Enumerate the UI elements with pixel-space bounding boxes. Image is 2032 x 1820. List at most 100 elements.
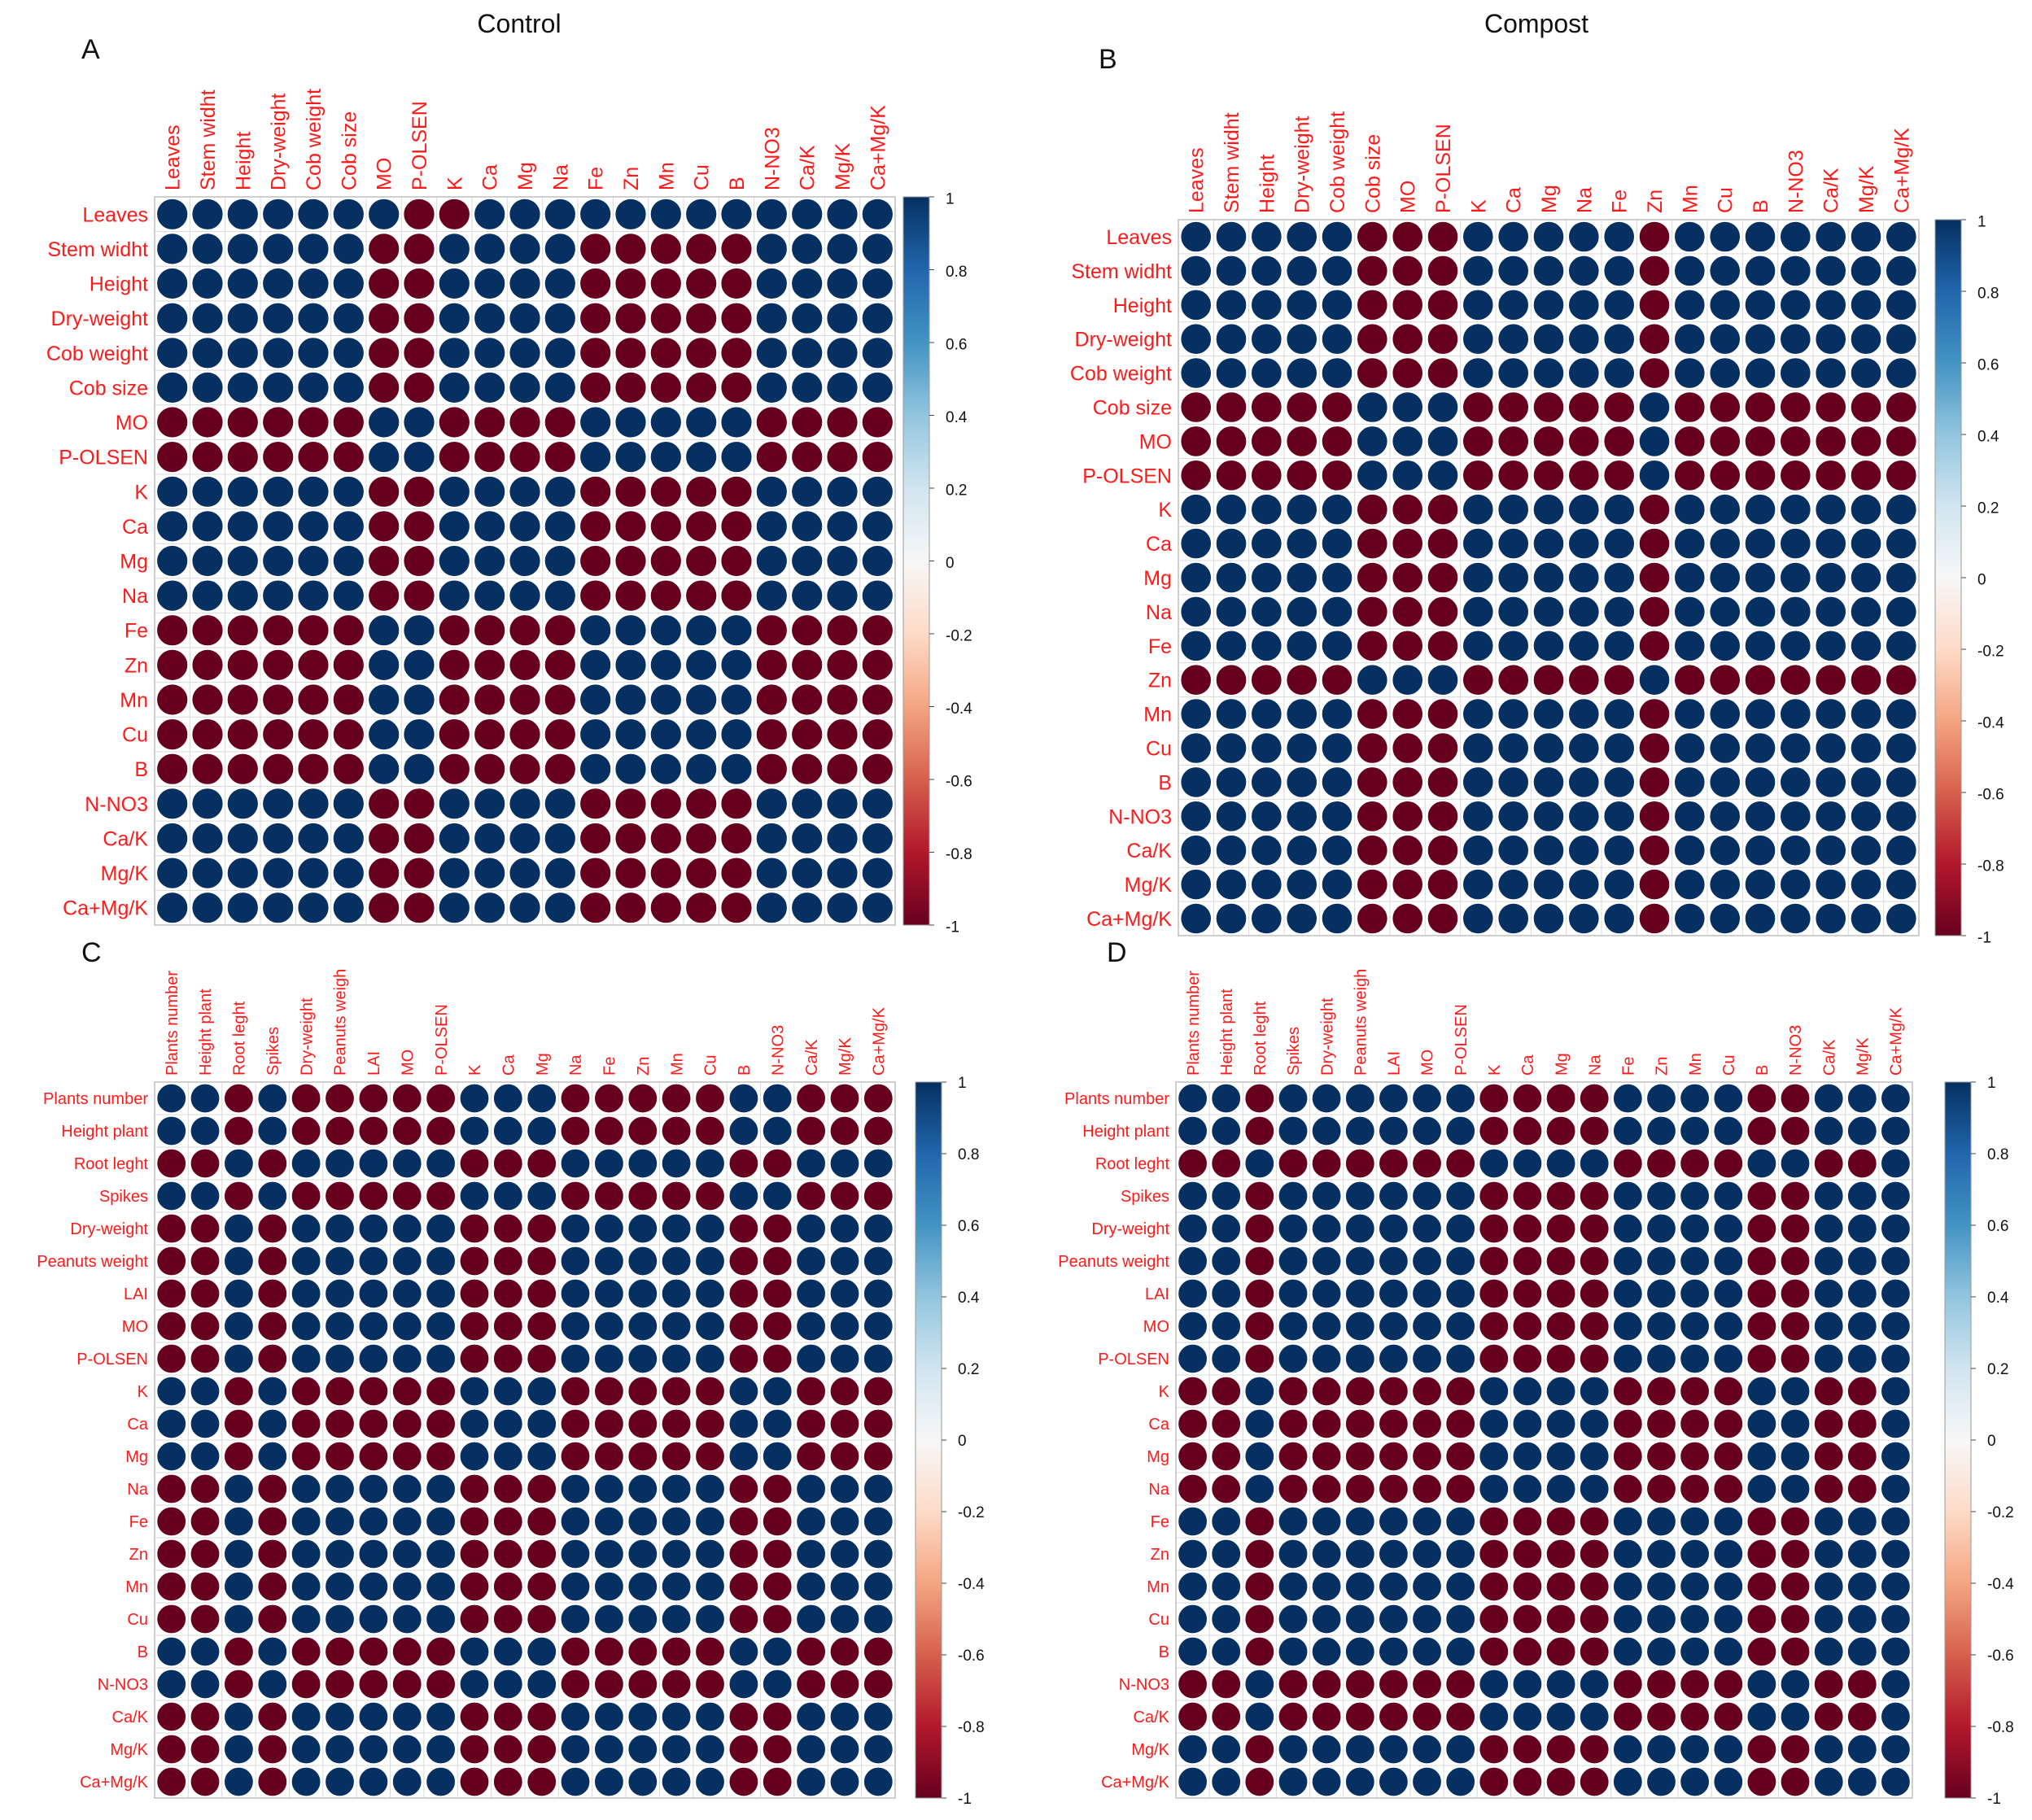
corr-cell-b-13-17	[1779, 664, 1811, 696]
corr-cell-d-21-2	[1244, 1766, 1275, 1797]
corr-cell-b-8-12	[1603, 493, 1636, 526]
corr-cell-a-10-17	[755, 544, 789, 578]
corr-cell-a-16-8	[438, 753, 471, 786]
corr-cell-c-8-21	[863, 1343, 894, 1374]
corr-cell-d-18-9	[1479, 1669, 1510, 1700]
corr-cell-b-17-12	[1603, 800, 1636, 832]
corr-cell-b-1-12	[1603, 255, 1636, 287]
corr-cell-b-7-16	[1744, 459, 1776, 491]
corr-cell-c-3-5	[324, 1181, 356, 1211]
corr-cell-c-9-5	[324, 1376, 356, 1407]
corr-cell-c-6-12	[560, 1278, 591, 1309]
corr-cell-d-1-12	[1579, 1115, 1610, 1146]
corr-cell-b-11-15	[1709, 596, 1741, 628]
corr-cell-b-4-17	[1779, 357, 1811, 390]
corr-cell-b-6-12	[1603, 425, 1636, 457]
corr-cell-c-6-0	[156, 1278, 187, 1309]
corr-cell-b-4-19	[1850, 357, 1882, 390]
corr-cell-a-19-3	[261, 857, 295, 889]
corr-cell-b-7-15	[1709, 459, 1741, 491]
corr-cell-c-8-1	[190, 1343, 221, 1374]
corr-cell-c-13-17	[728, 1506, 759, 1537]
corr-cell-d-6-9	[1479, 1278, 1510, 1309]
corr-cell-b-20-9	[1497, 902, 1530, 935]
corr-cell-c-0-16	[694, 1083, 726, 1114]
corr-cell-d-5-3	[1278, 1246, 1309, 1277]
corr-cell-c-14-19	[795, 1538, 827, 1569]
corr-cell-b-13-3	[1286, 664, 1318, 696]
corr-cell-a-19-2	[226, 857, 260, 889]
corr-cell-c-13-2	[223, 1506, 254, 1537]
corr-cell-b-0-19	[1850, 220, 1882, 253]
corr-cell-b-18-16	[1744, 834, 1776, 866]
corr-cell-d-3-19	[1813, 1181, 1844, 1211]
corr-cell-c-12-5	[324, 1473, 356, 1504]
corr-cell-d-9-0	[1177, 1376, 1208, 1407]
corr-cell-d-6-1	[1211, 1278, 1242, 1309]
corr-cell-a-8-10	[509, 475, 541, 508]
corr-cell-a-11-9	[473, 579, 506, 612]
corr-cell-d-16-0	[1177, 1604, 1208, 1635]
corr-cell-b-10-20	[1885, 561, 1917, 594]
corr-cell-d-18-16	[1713, 1669, 1744, 1700]
corr-cell-c-13-9	[459, 1506, 490, 1537]
corr-cell-c-0-17	[728, 1083, 759, 1114]
corr-cell-b-14-9	[1497, 698, 1530, 731]
corr-cell-d-10-9	[1479, 1408, 1510, 1439]
corr-cell-c-21-3	[257, 1766, 288, 1797]
corr-cell-b-6-0	[1180, 425, 1213, 457]
corr-cell-b-15-7	[1427, 731, 1459, 764]
column-label: Mg/K	[1855, 165, 1878, 213]
corr-cell-b-0-13	[1638, 220, 1671, 253]
row-label: MO	[1143, 1318, 1169, 1336]
corr-cell-d-15-1	[1211, 1571, 1242, 1602]
corr-cell-d-9-7	[1411, 1376, 1443, 1407]
corr-cell-d-4-21	[1880, 1213, 1911, 1244]
corr-cell-c-13-19	[795, 1506, 827, 1537]
corr-cell-b-15-11	[1567, 731, 1600, 764]
corr-cell-b-11-2	[1250, 596, 1283, 628]
corr-cell-b-2-15	[1709, 289, 1741, 321]
column-label: Height	[232, 132, 255, 190]
corr-cell-a-1-20	[861, 233, 894, 265]
corr-cell-c-3-21	[863, 1181, 894, 1211]
corr-cell-a-14-17	[755, 683, 789, 716]
corr-cell-c-9-0	[156, 1376, 187, 1407]
corr-cell-c-7-15	[661, 1311, 692, 1342]
corr-cell-d-16-7	[1411, 1604, 1443, 1635]
corr-cell-d-1-1	[1211, 1115, 1242, 1146]
corr-cell-d-17-1	[1211, 1636, 1242, 1667]
corr-cell-a-6-6	[367, 406, 400, 439]
corr-cell-d-19-21	[1880, 1701, 1911, 1732]
colorbar-tick-label: -0.6	[1977, 786, 2004, 803]
corr-cell-d-8-5	[1344, 1343, 1375, 1374]
corr-cell-d-16-18	[1780, 1604, 1811, 1635]
corr-cell-a-4-6	[367, 336, 400, 369]
corr-cell-c-2-9	[459, 1148, 490, 1179]
corr-cell-a-1-3	[261, 233, 295, 265]
corr-cell-d-9-21	[1880, 1376, 1911, 1407]
corr-cell-c-6-18	[762, 1278, 793, 1309]
corr-cell-d-2-13	[1612, 1148, 1643, 1179]
column-label: Peanuts weigh	[332, 969, 350, 1076]
corr-cell-b-11-4	[1321, 596, 1353, 628]
corr-cell-a-1-10	[509, 233, 541, 265]
corr-cell-b-2-2	[1250, 289, 1283, 321]
corr-cell-a-10-19	[826, 544, 859, 578]
corr-cell-b-11-8	[1462, 596, 1494, 628]
corr-cell-a-8-18	[790, 475, 824, 508]
corr-cell-d-18-19	[1813, 1669, 1844, 1700]
corr-cell-c-17-19	[795, 1636, 827, 1667]
corr-cell-a-8-8	[438, 475, 471, 508]
corr-cell-b-6-10	[1532, 425, 1565, 457]
corr-cell-d-17-21	[1880, 1636, 1911, 1667]
corr-cell-b-10-7	[1427, 561, 1459, 594]
corr-cell-b-14-14	[1673, 698, 1706, 731]
corr-cell-a-6-10	[509, 406, 541, 439]
corr-cell-d-13-0	[1177, 1506, 1208, 1537]
corr-cell-b-14-7	[1427, 698, 1459, 731]
row-label: N-NO3	[85, 793, 148, 816]
corr-cell-b-14-0	[1180, 698, 1213, 731]
colorbar-tick-label: 0	[946, 555, 955, 572]
corr-cell-a-15-17	[755, 718, 789, 751]
